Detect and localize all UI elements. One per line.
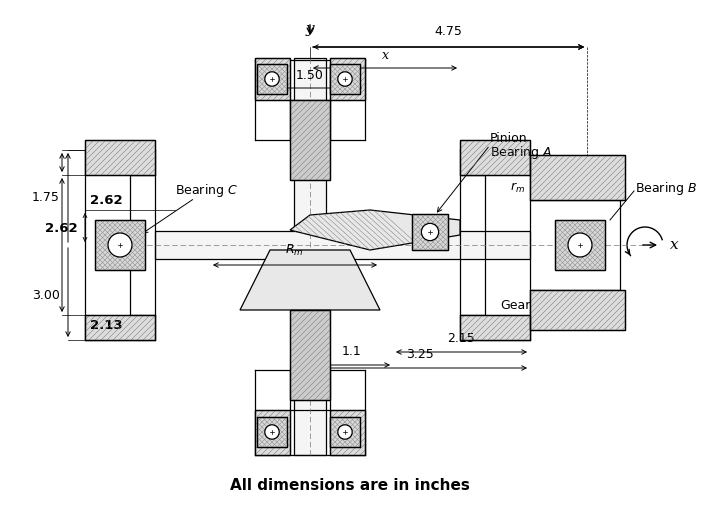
Polygon shape xyxy=(290,210,460,250)
Bar xyxy=(255,58,290,100)
Bar xyxy=(330,417,360,447)
Bar xyxy=(85,315,155,340)
Text: Pinion: Pinion xyxy=(490,131,528,145)
Bar xyxy=(257,417,287,447)
Bar xyxy=(330,58,365,100)
Text: All dimensions are in inches: All dimensions are in inches xyxy=(230,478,470,493)
Bar xyxy=(330,410,365,455)
Text: $r_m$: $r_m$ xyxy=(510,181,525,195)
Bar xyxy=(330,64,360,94)
Circle shape xyxy=(265,72,279,86)
Bar xyxy=(257,64,287,94)
Polygon shape xyxy=(85,60,620,455)
Bar xyxy=(412,214,448,250)
Circle shape xyxy=(568,233,592,257)
Bar xyxy=(555,220,605,270)
Bar xyxy=(290,310,330,400)
Bar xyxy=(460,140,530,175)
Text: Gear: Gear xyxy=(500,298,531,312)
Bar xyxy=(255,410,290,455)
Bar xyxy=(255,58,290,100)
Bar xyxy=(530,155,625,200)
Text: Bearing $\mathit{B}$: Bearing $\mathit{B}$ xyxy=(635,179,697,197)
Text: 2.13: 2.13 xyxy=(90,318,123,332)
Bar xyxy=(460,315,530,340)
Bar xyxy=(95,220,145,270)
Bar xyxy=(330,417,360,447)
Circle shape xyxy=(265,425,279,439)
Bar xyxy=(530,290,625,330)
Bar xyxy=(294,58,326,455)
Bar xyxy=(330,410,365,455)
Bar xyxy=(95,220,145,270)
Circle shape xyxy=(338,72,352,86)
Text: 3.25: 3.25 xyxy=(406,348,434,361)
Bar xyxy=(85,140,155,175)
Bar xyxy=(330,410,365,455)
Bar xyxy=(95,220,145,270)
Bar xyxy=(290,100,330,180)
Bar xyxy=(460,140,530,175)
Bar xyxy=(290,310,330,400)
Text: 1.50: 1.50 xyxy=(296,69,324,82)
Bar xyxy=(330,58,365,100)
Circle shape xyxy=(338,425,352,439)
Bar xyxy=(330,58,365,100)
Bar xyxy=(555,220,605,270)
Text: 2.62: 2.62 xyxy=(46,221,78,235)
Bar xyxy=(257,64,287,94)
Bar xyxy=(255,410,290,455)
Bar xyxy=(257,64,287,94)
Bar xyxy=(255,410,290,455)
Bar xyxy=(330,64,360,94)
Bar xyxy=(530,290,625,330)
Text: 3.00: 3.00 xyxy=(32,289,60,301)
Text: 2.15: 2.15 xyxy=(447,332,475,345)
Bar xyxy=(530,290,625,330)
Bar xyxy=(85,140,155,175)
Bar xyxy=(257,417,287,447)
Bar xyxy=(290,310,330,400)
Bar xyxy=(257,417,287,447)
Text: $R_m$: $R_m$ xyxy=(285,243,304,258)
Text: 1.1: 1.1 xyxy=(342,345,362,358)
Bar xyxy=(530,155,625,200)
Text: Bearing $\mathit{C}$: Bearing $\mathit{C}$ xyxy=(175,181,238,198)
Text: 2.62: 2.62 xyxy=(90,194,123,206)
Text: Bearing $\mathit{A}$: Bearing $\mathit{A}$ xyxy=(490,144,552,160)
Text: 1.75: 1.75 xyxy=(32,191,60,203)
Text: x: x xyxy=(670,238,679,252)
Bar xyxy=(85,315,155,340)
Bar xyxy=(555,220,605,270)
Bar xyxy=(412,214,448,250)
Bar xyxy=(530,155,625,200)
Bar xyxy=(460,315,530,340)
Bar xyxy=(290,100,330,180)
Circle shape xyxy=(421,223,439,241)
Text: y: y xyxy=(306,22,314,36)
Bar xyxy=(155,231,530,259)
Text: x: x xyxy=(381,49,388,62)
Bar xyxy=(460,140,530,175)
Bar xyxy=(460,315,530,340)
Circle shape xyxy=(108,233,132,257)
Bar xyxy=(255,58,290,100)
Bar xyxy=(290,100,330,180)
Polygon shape xyxy=(240,250,380,310)
Bar xyxy=(412,214,448,250)
Bar xyxy=(85,140,155,175)
Bar xyxy=(330,417,360,447)
Text: 4.75: 4.75 xyxy=(434,25,462,38)
Bar xyxy=(330,64,360,94)
Bar xyxy=(85,315,155,340)
